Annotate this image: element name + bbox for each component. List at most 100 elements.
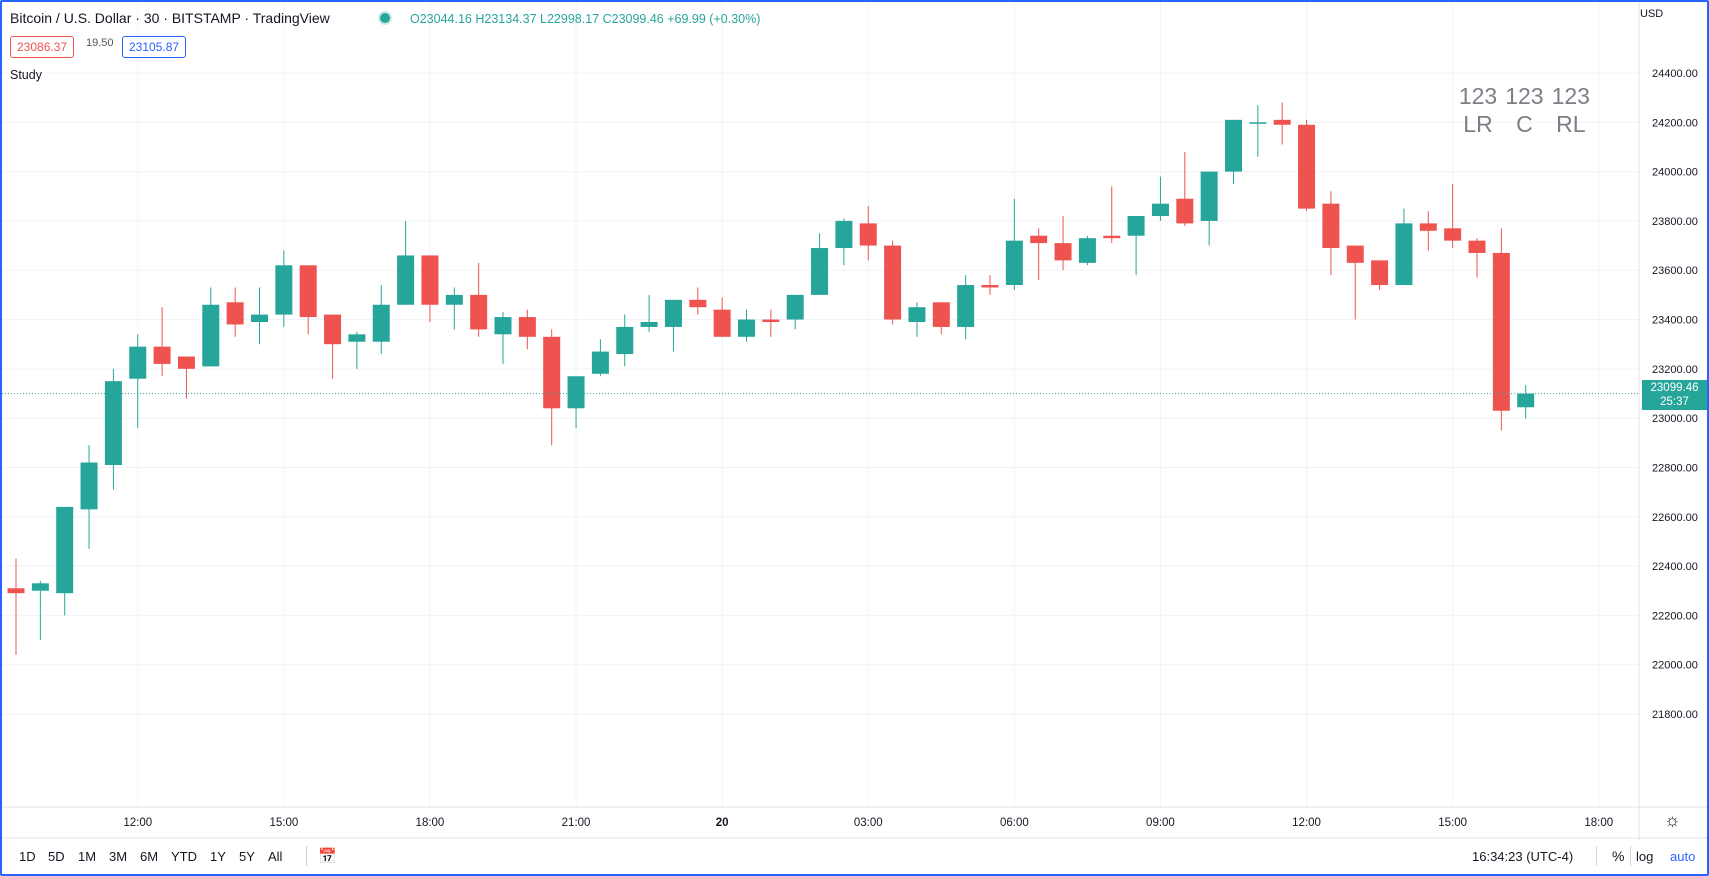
y-tick-label: 22200.00 xyxy=(1652,610,1698,622)
candle-body xyxy=(1054,243,1072,261)
candle-body xyxy=(470,294,488,330)
range-3m-button[interactable]: 3M xyxy=(109,849,128,864)
candle-body xyxy=(104,381,122,465)
candle-body xyxy=(1395,223,1413,286)
study-label-rl: 123 RL xyxy=(1551,82,1591,138)
toolbar-divider xyxy=(306,846,307,866)
candle-body xyxy=(397,255,415,305)
candle-body xyxy=(543,336,561,409)
x-tick-label: 15:00 xyxy=(269,817,298,829)
x-tick-label: 20 xyxy=(716,817,729,829)
auto-scale-button[interactable]: auto xyxy=(1670,849,1696,864)
buy-price-button[interactable]: 23105.87 xyxy=(122,36,187,58)
range-5d-button[interactable]: 5D xyxy=(48,849,65,864)
range-ytd-button[interactable]: YTD xyxy=(171,849,197,864)
y-tick-label: 24400.00 xyxy=(1652,68,1698,80)
candle-body xyxy=(713,309,731,337)
candle-body xyxy=(226,302,244,325)
calendar-icon[interactable]: 📅 xyxy=(318,848,337,865)
last-price-value: 23099.46 xyxy=(1650,381,1699,394)
candle-body xyxy=(640,322,658,327)
y-tick-label: 23400.00 xyxy=(1652,315,1698,327)
range-6m-button[interactable]: 6M xyxy=(140,849,159,864)
percent-scale-button[interactable]: % xyxy=(1612,848,1625,864)
candle-body xyxy=(1030,235,1048,244)
candle-body xyxy=(1468,240,1486,253)
candle-body xyxy=(591,351,609,374)
candle-body xyxy=(1225,119,1242,172)
candle-body xyxy=(177,356,195,369)
gear-icon[interactable]: ☼ xyxy=(1664,810,1681,830)
candle-body xyxy=(1151,203,1169,216)
y-tick-label: 22400.00 xyxy=(1652,561,1698,573)
toolbar-divider xyxy=(1630,846,1631,866)
x-tick-label: 18:00 xyxy=(1584,817,1613,829)
candle-body xyxy=(348,334,366,342)
spread-value: 19.50 xyxy=(86,37,114,49)
range-1m-button[interactable]: 1M xyxy=(78,849,97,864)
clock[interactable]: 16:34:23 (UTC-4) xyxy=(1472,849,1574,864)
range-5y-button[interactable]: 5Y xyxy=(239,849,255,864)
study-label-bottom: LR xyxy=(1463,111,1493,137)
market-open-icon xyxy=(380,13,390,23)
currency-selector[interactable]: USD xyxy=(1640,8,1664,20)
x-tick-label: 09:00 xyxy=(1146,817,1175,829)
y-tick-label: 22600.00 xyxy=(1652,512,1698,524)
study-label-bottom: RL xyxy=(1556,111,1586,137)
log-scale-button[interactable]: log xyxy=(1636,849,1654,864)
candle-body xyxy=(1419,223,1437,231)
close-label: C xyxy=(602,12,612,26)
candle-body xyxy=(251,314,268,323)
candle-body xyxy=(275,265,293,315)
high-label: H xyxy=(475,12,485,26)
candle-body xyxy=(1371,260,1389,286)
candle-body xyxy=(957,285,975,327)
candle-body xyxy=(1249,122,1267,124)
candle-body xyxy=(1078,238,1096,263)
y-tick-label: 22800.00 xyxy=(1652,462,1698,474)
candle-body xyxy=(56,506,74,594)
range-1d-button[interactable]: 1D xyxy=(19,849,36,864)
candle-body xyxy=(445,294,463,305)
sell-price-button[interactable]: 23086.37 xyxy=(10,36,75,58)
study-legend[interactable]: Study xyxy=(10,68,42,82)
candle-body xyxy=(1346,245,1364,263)
candle-body xyxy=(299,265,317,318)
candle-body xyxy=(786,294,804,320)
candle-body xyxy=(1005,240,1023,286)
x-tick-label: 21:00 xyxy=(562,817,591,829)
range-1y-button[interactable]: 1Y xyxy=(210,849,226,864)
symbol-title[interactable]: Bitcoin / U.S. Dollar · 30 · BITSTAMP · … xyxy=(10,10,330,26)
candles xyxy=(7,102,1535,655)
candle-body xyxy=(1176,198,1194,224)
candle-body xyxy=(1200,171,1218,221)
x-tick-label: 15:00 xyxy=(1438,817,1467,829)
candle-body xyxy=(518,317,536,337)
study-labels: 123 LR 123 C 123 RL xyxy=(1458,82,1591,138)
y-tick-label: 23600.00 xyxy=(1652,265,1698,277)
candle-body xyxy=(129,346,147,379)
close-value: 23099.46 xyxy=(611,12,664,26)
high-value: 23134.37 xyxy=(484,12,537,26)
study-label-bottom: C xyxy=(1516,111,1533,137)
toolbar-divider xyxy=(1596,846,1597,866)
candle-body xyxy=(884,245,902,320)
y-tick-label: 24200.00 xyxy=(1652,117,1698,129)
study-label-top: 123 xyxy=(1551,83,1590,109)
candle-body xyxy=(908,307,926,323)
low-value: 22998.17 xyxy=(546,12,600,26)
x-tick-label: 12:00 xyxy=(123,817,152,829)
candle-body xyxy=(1322,203,1340,249)
candle-body xyxy=(811,248,829,295)
candle-body xyxy=(1273,119,1291,125)
x-tick-label: 03:00 xyxy=(854,817,883,829)
x-tick-label: 06:00 xyxy=(1000,817,1029,829)
y-tick-label: 23200.00 xyxy=(1652,364,1698,376)
range-all-button[interactable]: All xyxy=(268,849,283,864)
y-tick-label: 22000.00 xyxy=(1652,660,1698,672)
candle-body xyxy=(616,326,634,355)
study-label-top: 123 xyxy=(1505,83,1544,109)
study-label-lr: 123 LR xyxy=(1458,82,1498,138)
